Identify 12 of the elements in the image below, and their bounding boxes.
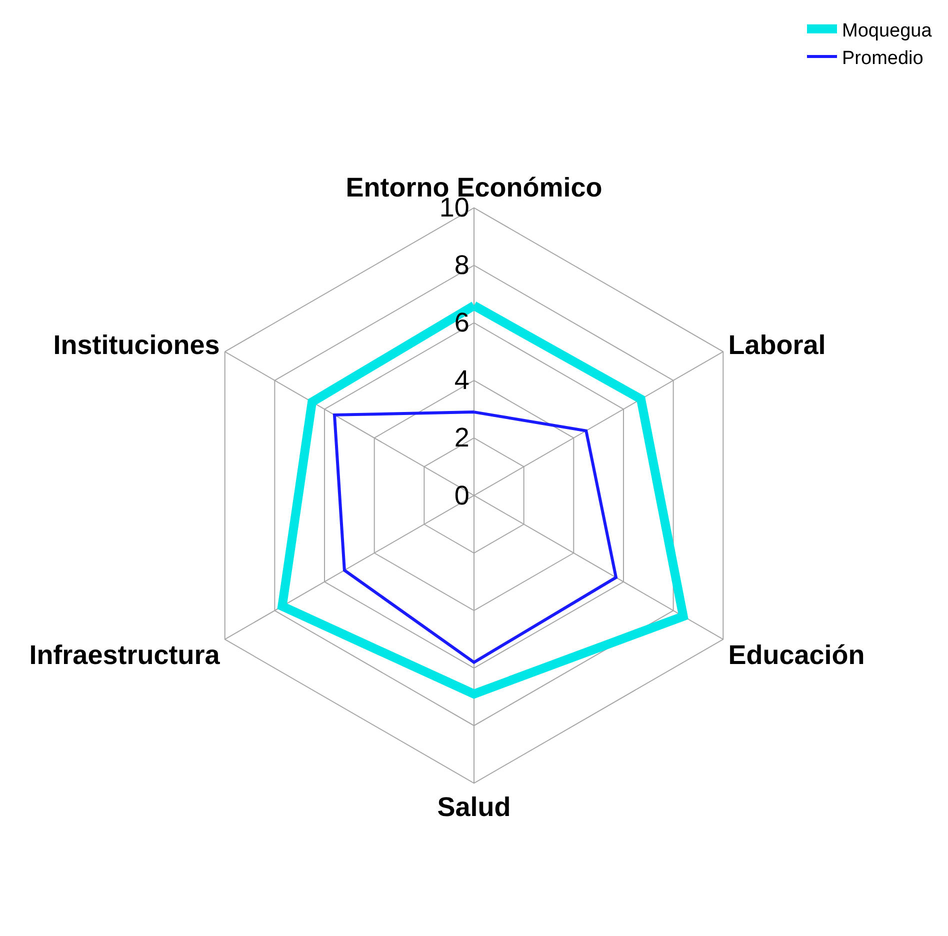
spoke-label: Instituciones (53, 330, 220, 360)
spoke-label: Infraestructura (29, 640, 221, 670)
spoke-label: Salud (437, 792, 511, 822)
y-tick-label: 8 (454, 250, 470, 280)
y-tick-label: 0 (454, 480, 470, 510)
legend-label: Moquegua (842, 20, 932, 42)
y-tick-label: 6 (454, 308, 470, 338)
y-tick-label: 2 (454, 422, 470, 453)
spoke-label: Laboral (728, 330, 826, 360)
spoke-label: Educación (728, 640, 865, 670)
y-tick-label: 4 (454, 365, 470, 396)
legend-label: Promedio (842, 48, 924, 69)
